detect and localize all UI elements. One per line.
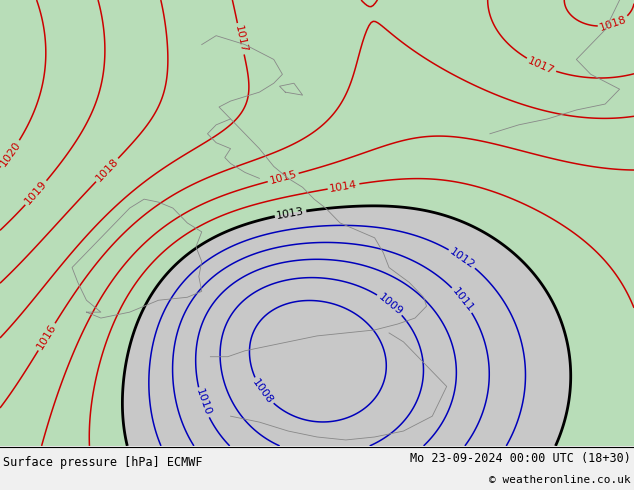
Text: 1012: 1012 bbox=[448, 246, 477, 270]
Text: 1016: 1016 bbox=[35, 322, 58, 351]
Text: 1009: 1009 bbox=[376, 292, 404, 317]
Text: 1019: 1019 bbox=[23, 179, 49, 207]
Text: 1020: 1020 bbox=[0, 139, 23, 168]
Text: 1010: 1010 bbox=[193, 388, 212, 417]
Text: 1013: 1013 bbox=[276, 206, 305, 221]
Text: 1014: 1014 bbox=[329, 179, 358, 194]
Text: Surface pressure [hPa] ECMWF: Surface pressure [hPa] ECMWF bbox=[3, 456, 203, 469]
Text: 1018: 1018 bbox=[598, 15, 628, 33]
Text: 1008: 1008 bbox=[250, 377, 275, 406]
Text: © weatheronline.co.uk: © weatheronline.co.uk bbox=[489, 475, 631, 485]
Text: Mo 23-09-2024 00:00 UTC (18+30): Mo 23-09-2024 00:00 UTC (18+30) bbox=[410, 452, 631, 465]
Text: 1018: 1018 bbox=[94, 156, 120, 184]
Text: 1017: 1017 bbox=[233, 24, 249, 53]
Text: 1017: 1017 bbox=[526, 55, 556, 76]
Text: 1011: 1011 bbox=[450, 286, 475, 314]
Text: 1015: 1015 bbox=[268, 169, 298, 186]
